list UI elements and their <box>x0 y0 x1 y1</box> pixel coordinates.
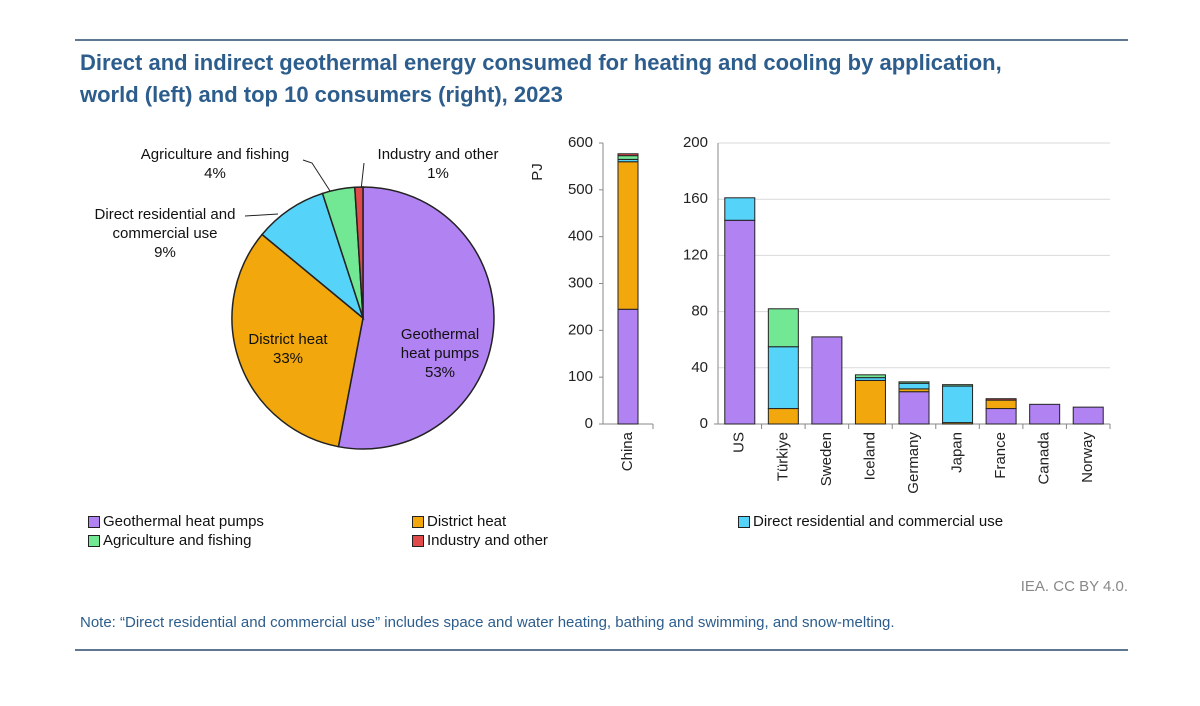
x-tick-label: Norway <box>1079 432 1096 483</box>
pie-label-value: 53% <box>424 364 456 381</box>
legend-label: District heat <box>427 513 507 530</box>
leader-line <box>302 159 333 195</box>
legend-item: Direct residential and commercial use <box>738 513 1003 530</box>
bar-segment <box>985 408 1017 425</box>
note: Note: “Direct residential and commercial… <box>80 614 895 631</box>
bar-segment <box>767 408 799 425</box>
legend-swatch <box>412 534 424 547</box>
bar-segment <box>898 391 930 425</box>
pie-label-name: Industry and other <box>377 146 499 163</box>
pie-label-name: District heat <box>248 331 328 348</box>
pie-label-value: 1% <box>427 165 449 182</box>
y-tick-label: 160 <box>683 190 708 207</box>
x-tick-label: Germany <box>905 432 922 494</box>
bar-segment <box>854 374 886 379</box>
y-tick-label: 400 <box>568 228 593 245</box>
bar-segment <box>1029 403 1061 425</box>
y-tick-label: 200 <box>568 321 593 338</box>
x-tick-label: US <box>731 432 748 453</box>
pie-label: Agriculture and fishing 4% <box>115 145 315 183</box>
y-tick-label: 600 <box>568 134 593 151</box>
bar-segment <box>942 384 974 387</box>
y-tick-label: 500 <box>568 181 593 198</box>
pie-label-name: Geothermal heat pumps <box>400 326 480 362</box>
legend-label: Direct residential and commercial use <box>753 513 1004 530</box>
pie-label: Geothermal heat pumps 53% <box>385 325 495 382</box>
bar-segment <box>767 308 799 348</box>
pie-label: Industry and other 1% <box>358 145 518 183</box>
x-tick-label: China <box>619 431 636 471</box>
y-tick-label: 300 <box>568 274 593 291</box>
legend-swatch <box>738 515 750 528</box>
legend-label: Geothermal heat pumps <box>103 513 264 530</box>
legend-swatch <box>88 534 100 547</box>
x-tick-label: Türkiye <box>774 432 791 481</box>
legend-item: Geothermal heat pumps <box>88 513 264 530</box>
bar-segment <box>898 381 930 384</box>
bar-segment <box>942 385 974 424</box>
x-tick-label: Japan <box>949 432 966 473</box>
pie-label-value: 9% <box>154 244 176 261</box>
legend-label: Industry and other <box>427 532 548 549</box>
x-tick-label: Sweden <box>818 432 835 486</box>
pie-label: District heat 33% <box>233 330 343 368</box>
legend-item: Agriculture and fishing <box>88 532 251 549</box>
y-tick-label: 0 <box>585 415 593 432</box>
legend-swatch <box>88 515 100 528</box>
marks: 0 100 200 300 400 500 600 PJ China 0 40 80 120 160 200… <box>231 134 1111 494</box>
pie-slice <box>231 233 364 448</box>
pie-label-name: Agriculture and fishing <box>140 146 290 163</box>
y-tick-label: 0 <box>700 415 708 432</box>
x-tick-label: Iceland <box>861 432 878 480</box>
source: IEA. CC BY 4.0. <box>1020 578 1128 595</box>
bar-segment <box>617 161 639 310</box>
y-tick-label: 40 <box>691 359 708 376</box>
bar-segment <box>811 336 843 425</box>
bar-segment <box>854 379 886 425</box>
bar-segment <box>617 308 639 425</box>
y-tick-label: 80 <box>691 303 708 320</box>
bar-segment <box>985 398 1017 401</box>
bar-segment <box>724 197 756 221</box>
legend-label: Agriculture and fishing <box>103 532 252 549</box>
x-tick-label: Canada <box>1036 431 1053 484</box>
legend-swatch <box>412 515 424 528</box>
leader-line <box>360 162 365 191</box>
y-axis-label: PJ <box>529 163 546 181</box>
y-tick-label: 200 <box>683 134 708 151</box>
legend-item: District heat <box>412 513 506 530</box>
leader-line <box>244 213 279 217</box>
pie-slice <box>337 186 495 450</box>
bar-segment <box>898 382 930 390</box>
bar-segment <box>617 153 639 157</box>
bar-segment <box>724 219 756 425</box>
pie-label-name: Direct residential and commercial use <box>94 206 236 242</box>
legend-item: Industry and other <box>412 532 548 549</box>
y-tick-label: 100 <box>568 368 593 385</box>
bar-segment <box>767 346 799 410</box>
pie-slice <box>353 186 364 319</box>
pie-label: Direct residential and commercial use 9% <box>75 205 255 262</box>
bar-segment <box>617 155 639 160</box>
pie-label-value: 4% <box>204 165 226 182</box>
pie-label-value: 33% <box>272 350 304 367</box>
bar-segment <box>985 399 1017 410</box>
x-tick-label: France <box>992 432 1009 479</box>
chart-title: Direct and indirect geothermal energy co… <box>80 50 1002 107</box>
bar-segment <box>1072 406 1104 425</box>
y-tick-label: 120 <box>683 246 708 263</box>
